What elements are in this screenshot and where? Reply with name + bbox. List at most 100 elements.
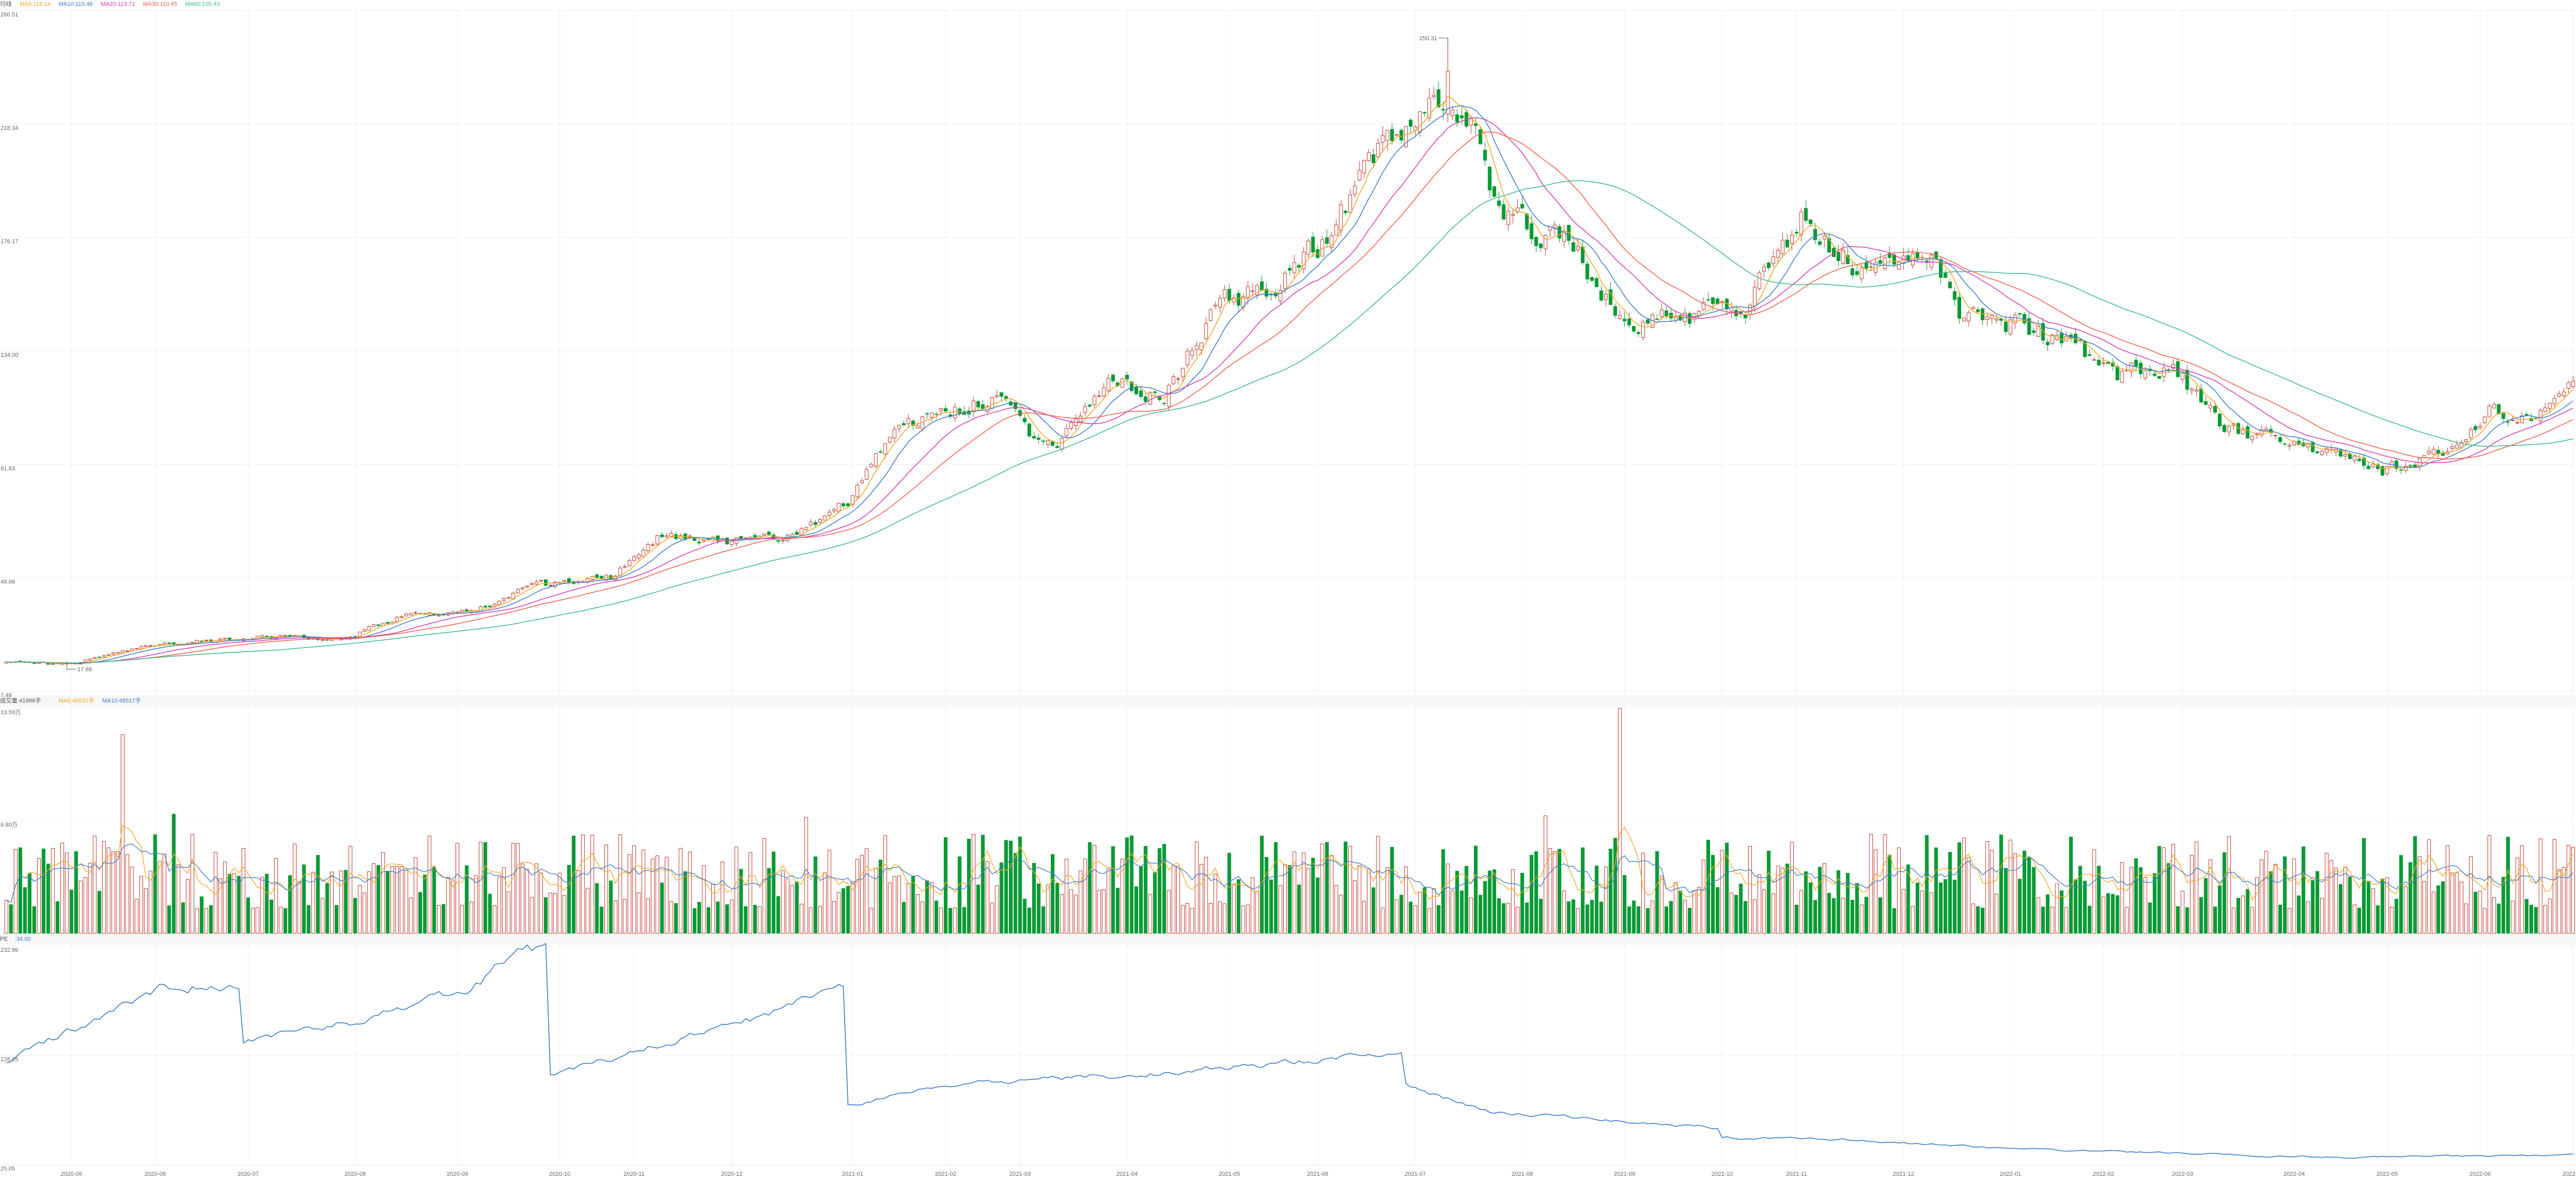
legend-ma30[interactable]: MA30:110.45 [143, 1, 177, 7]
volume-bar-down [1818, 867, 1822, 934]
legend-ma5[interactable]: MA5:118.14 [20, 1, 51, 7]
volume-bar-up [1232, 884, 1236, 934]
candle-down [813, 520, 818, 527]
volume-bar-up [916, 894, 920, 934]
volume-bar-up [251, 907, 255, 934]
candle-body [1497, 200, 1501, 206]
candle-body [2566, 382, 2571, 389]
candle-up [218, 637, 222, 641]
volume-bar-up [2385, 877, 2389, 934]
candle-up [2520, 412, 2524, 424]
volume-bar-down [609, 880, 613, 934]
volume-legend-ma5[interactable]: MA5:46531手 [58, 698, 94, 704]
candle-body [1645, 319, 1650, 324]
volume-bar-down [1460, 890, 1464, 934]
candle-body [986, 406, 990, 412]
candle-up [1381, 126, 1385, 152]
volume-bar-up [1451, 890, 1455, 934]
volume-bar-up [1697, 887, 1701, 934]
volume-bar-up [399, 866, 404, 934]
candle-body [2315, 451, 2320, 454]
candle-body [414, 612, 418, 614]
volume-bar-down [1836, 870, 1840, 934]
volume-bar-up [204, 908, 209, 934]
ma-line-20 [6, 117, 2573, 664]
volume-legend-ma10[interactable]: MA10:48517手 [102, 698, 141, 704]
candle-body [427, 612, 432, 616]
candle-down [488, 606, 492, 608]
candle-body [897, 425, 901, 429]
volume-bar-up [734, 846, 738, 934]
x-axis-label: 2021-10 [1712, 1171, 1733, 1177]
volume-bar-up [678, 848, 683, 934]
candle-up [1660, 303, 1664, 320]
candle-body [1743, 314, 1748, 319]
volume-bar-down [1534, 851, 1539, 934]
volume-bar-up [665, 857, 669, 934]
candle-body [1130, 381, 1134, 391]
volume-bar-down [2394, 898, 2399, 934]
volume-bar-up [311, 872, 315, 934]
volume-bar-up [1394, 899, 1399, 934]
volume-bar-up [357, 885, 362, 934]
volume-bar-down [1948, 852, 1952, 934]
volume-bar-up [929, 882, 934, 934]
volume-bar-up [1702, 859, 1706, 934]
candle-body [1702, 302, 1706, 310]
candle-up [2227, 425, 2231, 437]
legend-ma60[interactable]: MA60:105.43 [185, 1, 220, 7]
candle-down [1892, 251, 1897, 267]
volume-bar-up [83, 877, 87, 934]
volume-bar-up [1985, 841, 1989, 934]
volume-bar-up [144, 888, 148, 934]
candle-body [1990, 315, 1994, 319]
candle-up [1841, 242, 1845, 266]
candle-down [1706, 292, 1710, 302]
volume-bar-down [1111, 846, 1115, 934]
volume-bar-down [237, 876, 241, 934]
candle-body [911, 420, 915, 426]
candle-up [1093, 393, 1097, 408]
volume-bar-down [2348, 877, 2352, 934]
volume-bar-down [1260, 835, 1264, 934]
candle-body [1362, 160, 1366, 174]
candle-body [1957, 296, 1962, 319]
x-axis-label: 2020-09 [446, 1171, 468, 1177]
candle-down [1264, 282, 1268, 300]
candle-body [497, 601, 502, 605]
candle-body [2152, 373, 2157, 376]
candle-body [925, 413, 929, 415]
volume-bar-down [772, 851, 776, 934]
volume-bar-up [2422, 881, 2427, 934]
legend-ma10[interactable]: MA10:115.46 [58, 1, 93, 7]
volume-bar-up [827, 850, 831, 934]
candle-up [1985, 312, 1989, 326]
volume-bar-up [37, 858, 41, 934]
volume-bar-up [1990, 850, 1994, 934]
candle-body [1660, 309, 1664, 317]
candle-body [1748, 304, 1752, 315]
candle-body [2050, 335, 2054, 344]
candle-down [595, 573, 599, 580]
candle-body [1599, 290, 1604, 301]
candle-down [1260, 275, 1264, 292]
volume-bar-up [1060, 894, 1064, 934]
candle-down [2283, 443, 2287, 447]
legend-ma20[interactable]: MA20:113.71 [101, 1, 135, 7]
candle-up [2468, 426, 2473, 441]
candle-body [395, 617, 399, 623]
x-axis-label: 2021-04 [1116, 1171, 1138, 1177]
pe-legend-value[interactable]: :34.00 [14, 936, 31, 942]
candle-down [1632, 326, 1636, 334]
volume-bar-down [1794, 904, 1799, 934]
volume-bar-up [781, 870, 785, 934]
candle-body [1604, 294, 1608, 300]
volume-bar-up [14, 849, 18, 934]
volume-bar-up [451, 880, 455, 934]
candle-body [818, 519, 822, 523]
candle-body [934, 413, 938, 415]
candle-body [1348, 194, 1352, 213]
candle-up [1241, 294, 1245, 312]
candle-down [2199, 383, 2203, 404]
